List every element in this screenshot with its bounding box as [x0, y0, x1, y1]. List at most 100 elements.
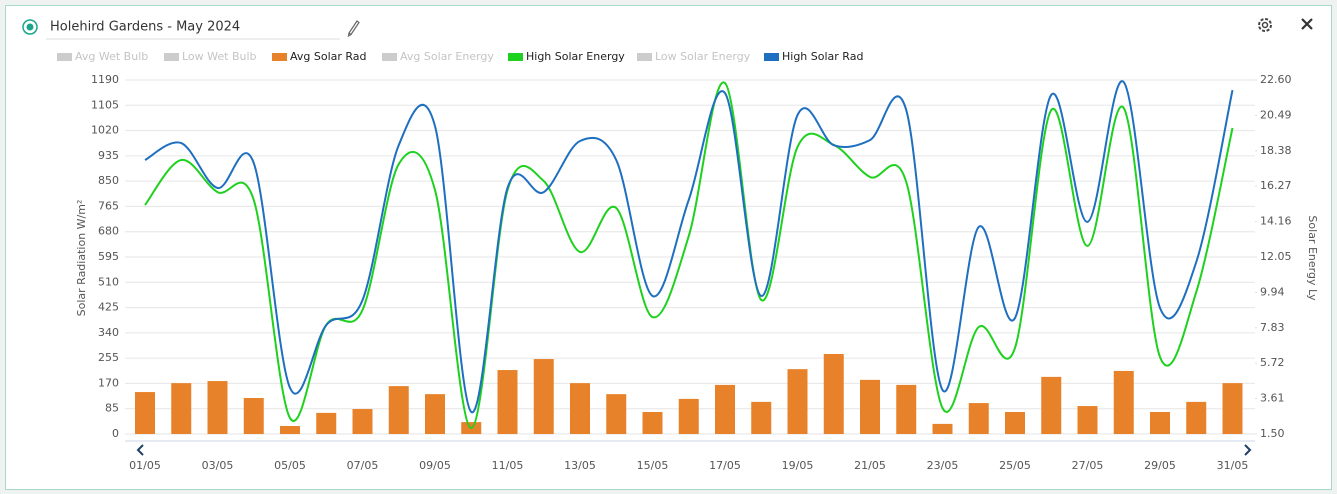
settings-icon[interactable]: [1258, 18, 1272, 32]
legend-swatch: [382, 53, 397, 61]
y2-tick-label: 18.38: [1260, 144, 1292, 157]
y2-tick-label: 5.72: [1260, 356, 1285, 369]
x-tick-label: 15/05: [637, 459, 669, 472]
y-tick-label: 1190: [91, 73, 119, 86]
bar: [425, 394, 445, 434]
bar: [823, 353, 844, 434]
y-tick-label: 425: [98, 301, 119, 314]
x-tick-label: 11/05: [492, 459, 524, 472]
legend-swatch: [764, 53, 779, 61]
legend-label: Avg Wet Bulb: [75, 50, 148, 63]
bar: [1186, 401, 1207, 434]
legend-item[interactable]: Avg Solar Energy: [382, 50, 494, 63]
bar: [606, 394, 627, 434]
y2-tick-label: 16.27: [1260, 179, 1292, 192]
legend-label: Low Wet Bulb: [182, 50, 257, 63]
bar: [932, 423, 953, 434]
bar: [1222, 383, 1243, 434]
x-tick-label: 31/05: [1217, 459, 1249, 472]
gear-hub: [1261, 21, 1269, 29]
bar: [751, 401, 772, 434]
bar: [388, 386, 409, 434]
bar: [243, 398, 264, 434]
x-tick-label: 09/05: [419, 459, 451, 472]
y-tick-label: 1020: [91, 124, 119, 137]
y2-tick-label: 7.83: [1260, 321, 1285, 334]
bar: [316, 412, 337, 434]
y-tick-label: 1105: [91, 98, 119, 111]
x-tick-label: 19/05: [782, 459, 814, 472]
legend-swatch: [272, 53, 287, 61]
bar: [207, 381, 228, 434]
line: [144, 80, 1234, 414]
legend-swatch: [164, 53, 179, 61]
x-tick-label: 03/05: [202, 459, 234, 472]
grid: [125, 79, 1255, 435]
bar: [1041, 376, 1062, 434]
y2-axis-title: Solar Energy Ly: [1306, 215, 1319, 301]
bar: [642, 411, 663, 434]
y-tick-label: 680: [98, 225, 119, 238]
close-icon[interactable]: [1301, 18, 1313, 30]
bar: [860, 379, 880, 434]
y2-tick-label: 9.94: [1260, 285, 1285, 298]
y2-tick-label: 12.05: [1260, 250, 1292, 263]
bar: [678, 398, 699, 434]
status-ring: [22, 19, 38, 35]
bar-series: [135, 353, 1243, 434]
legend-label: High Solar Energy: [526, 50, 625, 63]
legend-label: High Solar Rad: [782, 50, 863, 63]
bar: [352, 409, 373, 434]
scroll-left[interactable]: [136, 444, 144, 456]
y-tick-label: 0: [112, 427, 119, 440]
bar: [715, 384, 735, 434]
y-tick-label: 340: [98, 326, 119, 339]
line: [144, 81, 1234, 429]
bar: [1150, 411, 1170, 434]
y2-tick-label: 3.61: [1260, 392, 1285, 405]
bar: [787, 369, 808, 434]
bar: [280, 425, 300, 434]
scroll-right[interactable]: [1244, 444, 1252, 456]
x-tick-label: 13/05: [564, 459, 596, 472]
bar: [570, 383, 590, 434]
y2-tick-label: 1.50: [1260, 427, 1285, 440]
bar: [171, 383, 192, 434]
y2-tick-label: 20.49: [1260, 108, 1292, 121]
y2-tick-label: 14.16: [1260, 215, 1292, 228]
bar: [1005, 411, 1025, 434]
bar: [1077, 406, 1098, 434]
y-tick-label: 255: [98, 351, 119, 364]
legend-item[interactable]: Avg Wet Bulb: [57, 50, 148, 63]
x-tick-label: 01/05: [129, 459, 161, 472]
y-tick-label: 935: [98, 149, 119, 162]
legend-swatch: [508, 53, 523, 61]
x-tick-label: 07/05: [347, 459, 379, 472]
x-tick-label: 25/05: [999, 459, 1031, 472]
y-tick-label: 85: [105, 402, 119, 415]
y-tick-label: 850: [98, 174, 119, 187]
status-dot: [26, 23, 34, 31]
x-tick-label: 05/05: [274, 459, 306, 472]
bar: [135, 392, 155, 434]
legend-swatch: [57, 53, 72, 61]
legend-label: Avg Solar Rad: [290, 50, 367, 63]
x-tick-label: 23/05: [927, 459, 959, 472]
x-tick-label: 21/05: [854, 459, 886, 472]
y-tick-label: 170: [98, 376, 119, 389]
bar: [497, 370, 518, 434]
legend-item[interactable]: Avg Solar Rad: [272, 50, 367, 63]
bar: [896, 384, 917, 434]
legend-item[interactable]: Low Solar Energy: [637, 50, 751, 63]
x-tick-label: 27/05: [1072, 459, 1104, 472]
legend-item[interactable]: Low Wet Bulb: [164, 50, 257, 63]
legend-label: Low Solar Energy: [655, 50, 751, 63]
y-tick-label: 595: [98, 250, 119, 263]
y-axis-title: Solar Radiation W/m²: [75, 200, 88, 317]
bar: [533, 359, 554, 434]
legend-label: Avg Solar Energy: [400, 50, 494, 63]
legend-item[interactable]: High Solar Rad: [764, 50, 863, 63]
edit-icon[interactable]: [347, 20, 360, 38]
legend-item[interactable]: High Solar Energy: [508, 50, 625, 63]
